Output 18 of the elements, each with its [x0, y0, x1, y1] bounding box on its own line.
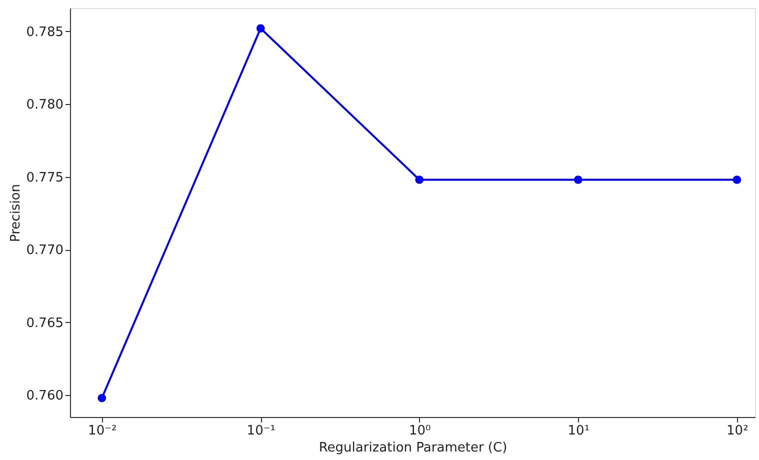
x-tick-label: 10⁻² — [88, 424, 117, 438]
y-tick-label: 0.760 — [26, 388, 64, 404]
x-axis-title: Regularization Parameter (C) — [318, 440, 508, 456]
point — [574, 176, 582, 184]
y-tick-label: 0.770 — [26, 243, 64, 258]
point — [415, 176, 424, 184]
x-tick-label: 10⁰ — [409, 424, 431, 438]
y-tick-label: 0.765 — [26, 316, 64, 331]
point — [256, 24, 265, 33]
y-axis-title: Precision — [8, 184, 24, 242]
y-tick-label: 0.775 — [26, 170, 64, 186]
point — [98, 394, 106, 402]
x-tick-label: 10⁻¹ — [246, 424, 276, 438]
y-tick-label: 0.780 — [26, 98, 64, 113]
x-tick-label: 10² — [726, 424, 748, 438]
x-tick-label: 10¹ — [568, 424, 590, 438]
point — [732, 176, 742, 184]
y-tick-label: 0.785 — [26, 24, 64, 40]
